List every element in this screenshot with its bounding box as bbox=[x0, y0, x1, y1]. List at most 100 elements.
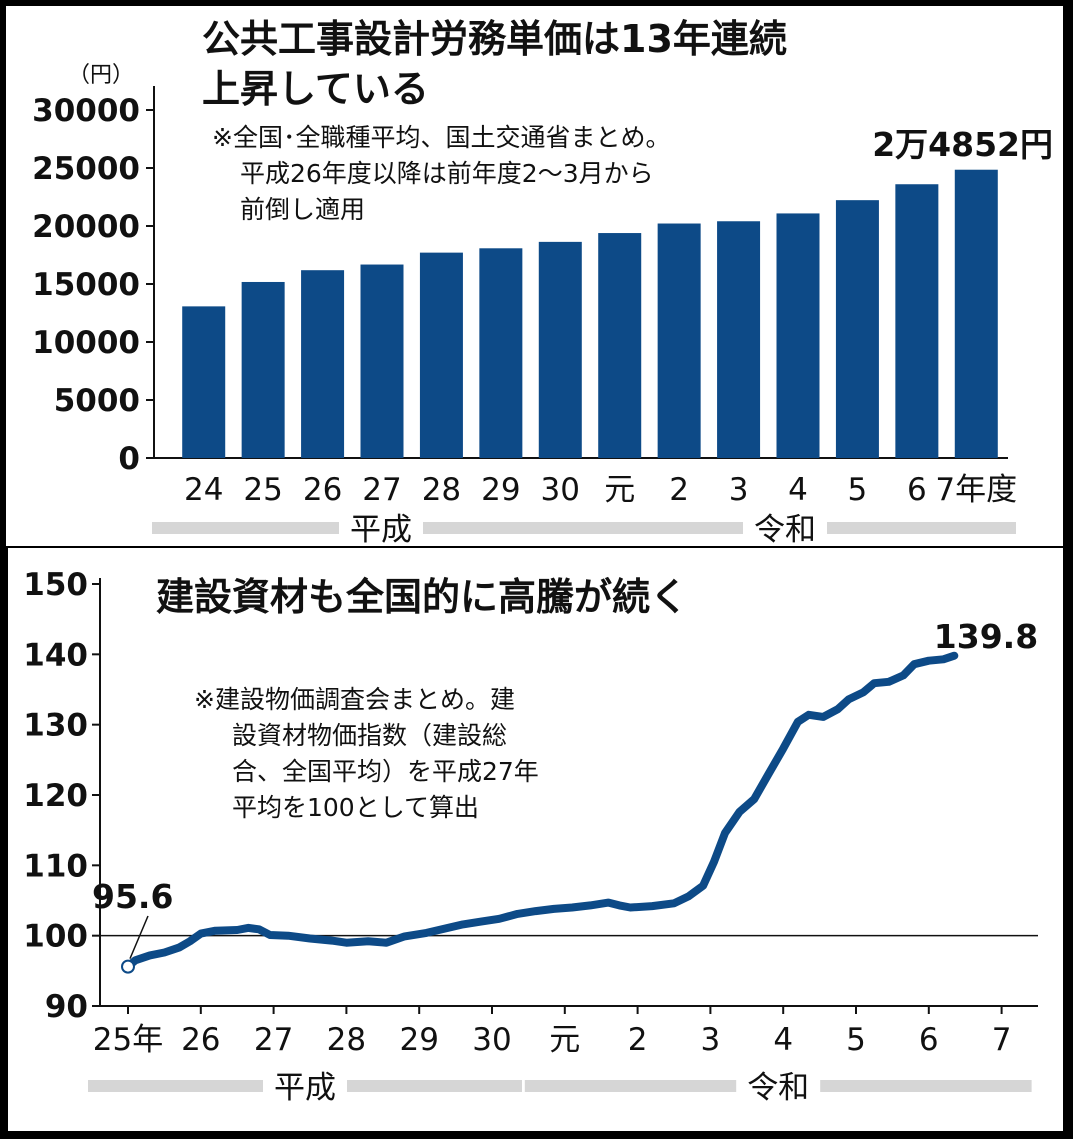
index-data-point bbox=[796, 720, 800, 724]
index-data-point bbox=[836, 707, 840, 711]
bar bbox=[954, 169, 998, 458]
bar-y-tick-label: 20000 bbox=[32, 209, 140, 245]
bar-x-tick-label: 7年度 bbox=[935, 472, 1017, 508]
line-y-tick-label: 140 bbox=[23, 637, 88, 673]
index-data-point bbox=[344, 941, 348, 945]
bar-x-tick-label: 25 bbox=[243, 472, 282, 508]
bar-x-tick-label: 28 bbox=[422, 472, 461, 508]
line-x-tick-label: 4 bbox=[773, 1022, 793, 1058]
index-data-point bbox=[872, 681, 876, 685]
index-data-point bbox=[461, 922, 465, 926]
line-chart-start-label: 95.6 bbox=[92, 877, 173, 916]
era-bar-right bbox=[827, 522, 1016, 534]
line-chart: 建設資材も全国的に高騰が続く 90 100 110 120 130 140 150 ※建設物… bbox=[23, 567, 1038, 1106]
bar-x-tick-label: 27 bbox=[362, 472, 401, 508]
bar-era-labels: 平成 令和 bbox=[152, 512, 1016, 546]
index-data-point bbox=[384, 941, 388, 945]
line-y-tick-label: 120 bbox=[23, 778, 88, 814]
start-point-marker bbox=[121, 959, 135, 974]
index-data-point bbox=[752, 797, 756, 801]
index-data-point bbox=[199, 932, 203, 936]
era-bar-right bbox=[347, 1080, 522, 1092]
bar bbox=[717, 221, 761, 458]
bar-x-tick-label: 6 bbox=[907, 472, 927, 508]
index-data-point bbox=[927, 659, 931, 663]
bar-x-tick-label: 2 bbox=[669, 472, 689, 508]
index-data-point bbox=[650, 904, 654, 908]
index-data-point bbox=[687, 894, 691, 898]
bar-series bbox=[182, 169, 998, 459]
bar-y-tick-label: 0 bbox=[118, 441, 140, 477]
bar-y-tick-label: 10000 bbox=[32, 325, 140, 361]
index-data-point bbox=[701, 884, 705, 888]
bar-y-tick-label: 5000 bbox=[54, 383, 140, 419]
index-data-point bbox=[941, 657, 945, 661]
line-x-tick-label: 7 bbox=[992, 1022, 1012, 1058]
bar bbox=[895, 184, 939, 459]
bar-x-tick-label: 4 bbox=[788, 472, 808, 508]
line-y-tick-label: 100 bbox=[23, 919, 88, 955]
index-data-point bbox=[847, 697, 851, 701]
line-x-tick-label: 30 bbox=[472, 1022, 511, 1058]
index-data-point bbox=[286, 934, 290, 938]
index-data-point bbox=[617, 903, 621, 907]
line-chart-note-line2: 設資材物価指数（建設総 bbox=[232, 721, 507, 750]
bar-y-tick-label: 30000 bbox=[32, 93, 140, 129]
bar bbox=[657, 223, 701, 458]
bar-y-tick-label: 15000 bbox=[32, 267, 140, 303]
index-data-point bbox=[246, 926, 250, 930]
index-data-point bbox=[162, 951, 166, 955]
bar bbox=[598, 233, 642, 458]
index-data-point bbox=[628, 906, 632, 910]
bar bbox=[301, 270, 345, 458]
index-data-point bbox=[308, 936, 312, 940]
bar bbox=[182, 306, 226, 458]
bar-chart-title: 公共工事設計労務単価は13年連続 bbox=[202, 17, 787, 61]
line-x-tick-label: 27 bbox=[254, 1022, 293, 1058]
line-chart-note-line3: 合、全国平均）を平成27年 bbox=[232, 757, 539, 786]
bar bbox=[776, 213, 820, 458]
bar-chart-note-line2: 平成26年度以降は前年度2～3月から bbox=[240, 159, 654, 188]
line-series bbox=[121, 651, 959, 974]
bar-chart: 公共工事設計労務単価は13年連続 上昇している ※全国･全職種平均、国土交通省ま… bbox=[32, 17, 1053, 546]
bar-chart-note-line3: 前倒し適用 bbox=[240, 195, 365, 224]
line-y-axis: 90 100 110 120 130 140 150 bbox=[23, 567, 1038, 1025]
line-x-axis: 25年 26 27 28 29 30 元 2 3 4 5 6 7 bbox=[93, 1006, 1012, 1058]
line-y-tick-label: 110 bbox=[23, 848, 88, 884]
index-data-point bbox=[515, 912, 519, 916]
bar bbox=[835, 200, 879, 458]
line-chart-note-line1: ※建設物価調査会まとめ。建 bbox=[194, 685, 515, 714]
bar-x-tick-label: 5 bbox=[848, 472, 868, 508]
bar-x-tick-label: 26 bbox=[303, 472, 342, 508]
era-label: 平成 bbox=[350, 512, 412, 546]
index-data-point bbox=[133, 958, 137, 962]
line-x-tick-label: 3 bbox=[701, 1022, 721, 1058]
bar-y-tick-label: 25000 bbox=[32, 151, 140, 187]
bar bbox=[479, 248, 523, 458]
line-era-labels: 平成 令和 bbox=[88, 1070, 1032, 1106]
index-data-point bbox=[366, 939, 370, 943]
line-x-tick-label: 2 bbox=[628, 1022, 648, 1058]
bar-y-axis: 0 5000 10000 15000 20000 25000 30000 bbox=[32, 86, 1008, 477]
index-data-point bbox=[403, 934, 407, 938]
line-chart-title: 建設資材も全国的に高騰が続く bbox=[156, 575, 688, 619]
start-label-leader bbox=[129, 915, 149, 959]
era-bar-left bbox=[152, 522, 339, 534]
index-data-point bbox=[213, 929, 217, 933]
era-bar-left bbox=[524, 1080, 737, 1092]
index-data-point bbox=[781, 747, 785, 751]
index-data-point bbox=[330, 939, 334, 943]
line-x-tick-label: 元 bbox=[549, 1022, 580, 1058]
line-x-tick-label: 5 bbox=[846, 1022, 866, 1058]
bar-chart-last-value-callout: 2万4852円 bbox=[872, 125, 1053, 164]
index-data-point bbox=[712, 860, 716, 864]
line-chart-panel: 建設資材も全国的に高騰が続く 90 100 110 120 130 140 150 ※建設物… bbox=[8, 548, 1063, 1131]
index-data-point bbox=[268, 933, 272, 937]
index-data-point bbox=[672, 901, 676, 905]
index-data-point bbox=[901, 673, 905, 677]
bar-x-tick-label: 29 bbox=[481, 472, 520, 508]
index-data-point bbox=[606, 901, 610, 905]
bar bbox=[360, 264, 404, 458]
bar-chart-panel: 公共工事設計労務単価は13年連続 上昇している ※全国･全職種平均、国土交通省ま… bbox=[6, 6, 1063, 546]
index-data-point bbox=[424, 931, 428, 935]
